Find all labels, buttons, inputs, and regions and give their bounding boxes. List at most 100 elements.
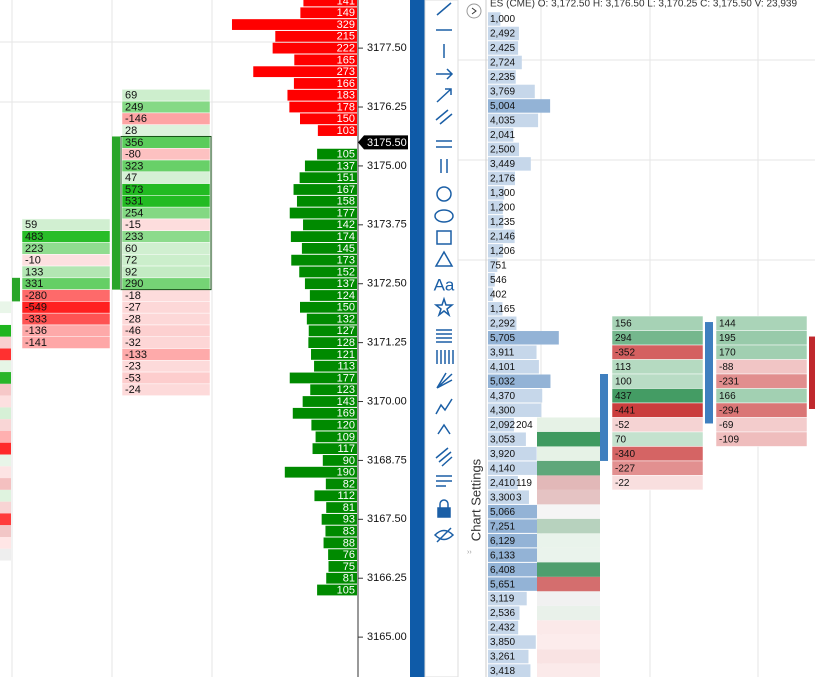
collapse-handle[interactable]: ›› (467, 549, 472, 556)
ellipse-tool[interactable] (434, 209, 454, 223)
peak-tool[interactable] (437, 423, 451, 435)
volume-label: 7,251 (490, 521, 515, 532)
footprint-value: 249 (125, 101, 143, 113)
bid-bar (304, 160, 357, 172)
volume-label: 4,035 (490, 116, 515, 127)
price-axis: 3177.50 3176.25 3175.00 3173.75 3172.50 3171.… (358, 42, 408, 643)
rectangle-tool[interactable] (436, 230, 452, 245)
footprint-value: 294 (615, 333, 632, 344)
footprint-value: -18 (125, 290, 141, 302)
edge-cell (0, 407, 11, 420)
bid-size: 81 (343, 573, 355, 585)
bid-bar (302, 396, 357, 407)
volume-label: 4,140 (490, 463, 515, 474)
bid-bar (308, 325, 357, 337)
bid-bar (292, 407, 357, 419)
arrow-tool[interactable] (436, 68, 454, 80)
lock-tool[interactable] (437, 507, 451, 518)
edge-cell (0, 525, 11, 537)
bid-size: 128 (337, 337, 355, 349)
volume-label: 2,176 (490, 174, 515, 185)
footprint-cell (537, 576, 600, 592)
footprint-value: -441 (615, 405, 635, 416)
channel-tool[interactable] (435, 109, 453, 125)
panel-divider[interactable] (410, 0, 425, 677)
gann-tool[interactable] (436, 350, 454, 364)
footprint-value: 573 (125, 184, 143, 196)
text-list-tool[interactable] (436, 475, 452, 487)
footprint-cell (537, 649, 600, 664)
edge-cell (0, 430, 11, 443)
vertical-parallel-tool[interactable] (440, 159, 448, 173)
current-price-marker (358, 135, 408, 150)
chart-settings-tab[interactable]: Chart Settings (468, 458, 483, 541)
star-tool[interactable] (433, 296, 455, 318)
volume-label: 1,235 (490, 217, 515, 228)
bid-size: 152 (337, 266, 355, 278)
bid-size: 142 (337, 219, 355, 231)
bid-bar (306, 313, 357, 325)
fib-tool[interactable] (436, 329, 452, 343)
ask-bar (294, 54, 357, 66)
parallel-tool[interactable] (436, 140, 452, 148)
value-area-bar (112, 136, 120, 290)
footprint-value: 166 (719, 391, 736, 402)
footprint-cell (537, 431, 600, 447)
bid-size: 173 (337, 255, 355, 267)
price-label: 3172.50 (367, 278, 407, 290)
bid-size: 105 (337, 149, 355, 161)
volume-label: 3,850 (490, 637, 515, 648)
volume-label: 3,449 (490, 159, 515, 170)
bid-bar (314, 360, 357, 372)
volume-bar (488, 229, 515, 244)
ask-bar (300, 113, 357, 125)
footprint-cell (537, 620, 600, 635)
circle-tool[interactable] (436, 186, 452, 202)
footprint-cell (121, 383, 211, 396)
bid-bar (328, 549, 357, 561)
hide-tool[interactable] (433, 527, 455, 543)
footprint-cell (21, 336, 111, 349)
volume-label: 3,418 (490, 666, 515, 677)
volume-label: 2,092 (490, 420, 515, 431)
bid-size: 120 (337, 419, 355, 431)
bid-bar (323, 537, 357, 549)
volume-bar (488, 12, 501, 26)
bid-bar (303, 219, 357, 231)
bid-bar (310, 384, 357, 396)
pitchfork-tool[interactable] (435, 447, 453, 467)
fan-tool[interactable] (436, 372, 453, 389)
polyline-tool[interactable] (435, 398, 453, 415)
bid-bar (311, 419, 357, 431)
poc-marker (705, 322, 713, 424)
volume-bar (488, 331, 559, 345)
text-tool[interactable]: Aa (434, 275, 455, 294)
bid-bar (315, 431, 357, 443)
volume-bar (488, 475, 518, 490)
bid-size: 82 (343, 478, 355, 490)
toolbar-icons (433, 2, 455, 543)
price-label: 3168.75 (367, 454, 407, 466)
footprint-value: -24 (125, 384, 141, 396)
bid-size: 121 (337, 349, 355, 361)
bid-bar (289, 207, 357, 219)
volume-label: 3,119 (490, 594, 515, 605)
volume-label: 2,235 (490, 72, 515, 83)
ray-tool[interactable] (436, 88, 452, 103)
footprint-value: 133 (25, 266, 43, 278)
volume-bar (488, 591, 527, 606)
footprint-cell (537, 663, 600, 677)
edge-cell (0, 313, 11, 325)
bid-bar (308, 337, 357, 349)
bid-size: 132 (337, 313, 355, 325)
bid-size: 81 (343, 502, 355, 514)
volume-bar (488, 41, 519, 55)
volume-bar (488, 446, 537, 461)
triangle-tool[interactable] (434, 250, 454, 267)
footprint-cell (537, 562, 600, 577)
line-tool[interactable] (436, 2, 452, 16)
volume-bar (488, 142, 520, 157)
dom-ladder: 1411493292152221652731661831781501031051… (0, 0, 357, 596)
expand-button[interactable] (466, 3, 482, 19)
